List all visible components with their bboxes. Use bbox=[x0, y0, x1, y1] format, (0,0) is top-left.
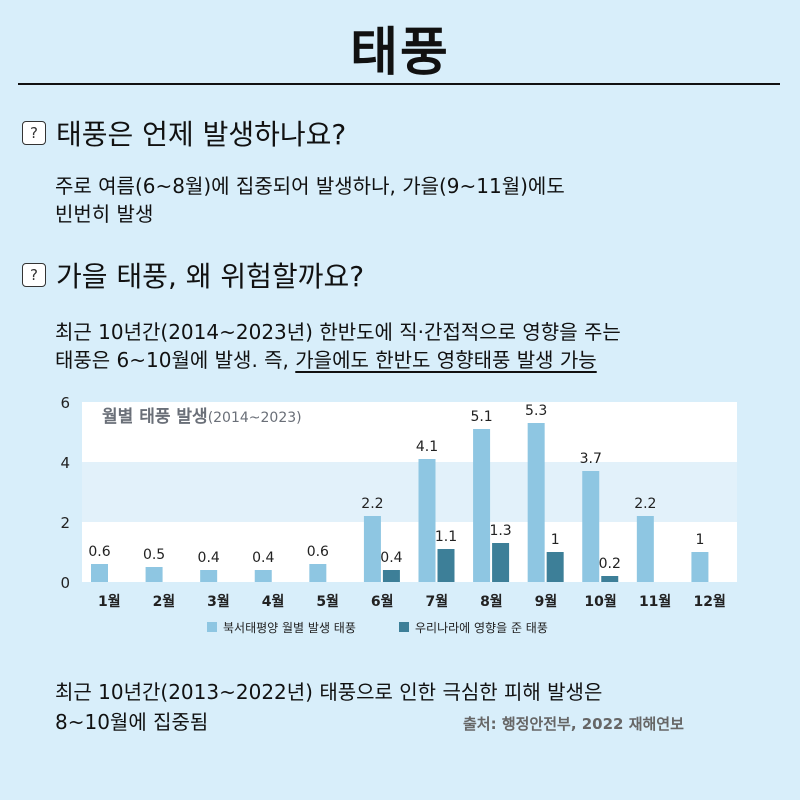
x-tick-label: 6월 bbox=[371, 593, 394, 610]
bar-northwest-pacific bbox=[91, 564, 108, 582]
chart-title-period: (2014~2023) bbox=[208, 410, 302, 426]
footer-text: 최근 10년간(2013~2022년) 태풍으로 인한 극심한 피해 발생은 8… bbox=[55, 677, 602, 737]
bar-value-label: 2.2 bbox=[634, 496, 656, 512]
bar-northwest-pacific bbox=[691, 552, 709, 582]
page-title: 태풍 bbox=[350, 23, 450, 83]
x-tick-label: 8월 bbox=[480, 593, 503, 610]
x-tick-label: 5월 bbox=[316, 593, 339, 610]
bar-value-label: 0.5 bbox=[143, 547, 165, 563]
grid-band bbox=[82, 402, 737, 462]
bar-value-label: 3.7 bbox=[580, 451, 602, 467]
bar-korea-affected bbox=[437, 549, 455, 582]
y-tick-label: 4 bbox=[60, 454, 70, 472]
bar-value-label: 0.4 bbox=[252, 550, 274, 566]
bar-value-label: 0.6 bbox=[307, 544, 329, 560]
answer-1-line-2: 빈번히 발생 bbox=[55, 202, 154, 226]
question-2-heading: ? 가을 태풍, 왜 위험할까요? bbox=[22, 255, 364, 295]
footer-line-1: 최근 10년간(2013~2022년) 태풍으로 인한 극심한 피해 발생은 bbox=[55, 680, 603, 704]
title-divider bbox=[18, 83, 780, 85]
answer-2-line-2-plain: 태풍은 6~10월에 발생. 즉, bbox=[55, 348, 296, 372]
question-1-text: 태풍은 언제 발생하나요? bbox=[56, 118, 347, 151]
x-tick-label: 3월 bbox=[207, 593, 230, 610]
x-tick-label: 12월 bbox=[694, 593, 726, 610]
bar-korea-affected bbox=[382, 570, 400, 582]
bar-value-label: 1 bbox=[695, 532, 704, 548]
bar-value-label: 4.1 bbox=[416, 439, 438, 455]
grid-band bbox=[82, 522, 737, 582]
bar-value-label: 0.2 bbox=[599, 556, 621, 572]
bar-northwest-pacific bbox=[309, 564, 327, 582]
question-2-text: 가을 태풍, 왜 위험할까요? bbox=[56, 260, 365, 293]
y-tick-label: 0 bbox=[60, 574, 70, 592]
bar-value-label: 5.3 bbox=[525, 403, 547, 419]
y-tick-label: 6 bbox=[60, 395, 70, 412]
legend-swatch bbox=[399, 622, 409, 632]
footer-line-2: 8~10월에 집중됨 bbox=[55, 710, 209, 734]
bar-value-label: 1 bbox=[551, 532, 560, 548]
bar-korea-affected bbox=[546, 552, 564, 582]
legend-label: 우리나라에 영향을 준 태풍 bbox=[415, 621, 548, 635]
chart-title: 월별 태풍 발생(2014~2023) bbox=[102, 407, 302, 427]
bar-korea-affected bbox=[601, 576, 619, 582]
bar-northwest-pacific bbox=[418, 459, 436, 582]
bar-northwest-pacific bbox=[200, 570, 218, 582]
x-tick-label: 7월 bbox=[425, 593, 448, 610]
bar-northwest-pacific bbox=[636, 516, 654, 582]
bar-value-label: 0.4 bbox=[198, 550, 220, 566]
answer-2: 최근 10년간(2014~2023년) 한반도에 직·간접적으로 영향을 주는 … bbox=[55, 318, 621, 374]
y-tick-label: 2 bbox=[60, 514, 70, 532]
answer-1-line-1: 주로 여름(6~8월)에 집중되어 발생하나, 가을(9~11월)에도 bbox=[55, 174, 565, 198]
bar-northwest-pacific bbox=[582, 471, 600, 582]
typhoon-chart: 0 2 4 6 월별 태풍 발생(2014~2023) 0.6 1월 0.5 2월 0.4 3월 0.… bbox=[0, 394, 800, 655]
bar-value-label: 5.1 bbox=[470, 409, 492, 425]
x-tick-label: 4월 bbox=[262, 593, 285, 610]
bar-northwest-pacific bbox=[254, 570, 272, 582]
answer-2-line-2: 태풍은 6~10월에 발생. 즉, 가을에도 한반도 영향태풍 발생 가능 bbox=[55, 346, 621, 374]
question-box-icon: ? bbox=[22, 263, 46, 287]
bar-northwest-pacific bbox=[145, 567, 163, 582]
question-1-heading: ? 태풍은 언제 발생하나요? bbox=[22, 113, 346, 153]
x-tick-label: 1월 bbox=[98, 593, 121, 610]
bar-value-label: 0.6 bbox=[88, 544, 110, 560]
x-tick-label: 10월 bbox=[584, 593, 616, 610]
bar-northwest-pacific bbox=[473, 429, 491, 582]
answer-2-highlight: 가을에도 한반도 영향태풍 발생 가능 bbox=[295, 348, 597, 372]
grid-band bbox=[82, 462, 737, 522]
x-tick-label: 11월 bbox=[639, 593, 671, 610]
bar-northwest-pacific bbox=[363, 516, 381, 582]
x-tick-label: 9월 bbox=[535, 593, 558, 610]
question-box-icon: ? bbox=[22, 121, 46, 145]
legend-swatch bbox=[207, 622, 217, 632]
bar-northwest-pacific bbox=[527, 423, 545, 582]
typhoon-bar-chart: 0 2 4 6 월별 태풍 발생(2014~2023) 0.6 1월 0.5 2월 0.4 3월 0.… bbox=[60, 394, 737, 635]
bar-value-label: 0.4 bbox=[380, 550, 402, 566]
answer-2-line-1: 최근 10년간(2014~2023년) 한반도에 직·간접적으로 영향을 주는 bbox=[55, 320, 621, 344]
answer-1: 주로 여름(6~8월)에 집중되어 발생하나, 가을(9~11월)에도 빈번히 … bbox=[55, 172, 565, 228]
bar-value-label: 1.3 bbox=[489, 523, 511, 539]
bar-value-label: 2.2 bbox=[361, 496, 383, 512]
legend-label: 북서태평양 월별 발생 태풍 bbox=[223, 621, 356, 635]
bar-korea-affected bbox=[492, 543, 510, 582]
x-tick-label: 2월 bbox=[153, 593, 176, 610]
source-note: 출처: 행정안전부, 2022 재해연보 bbox=[463, 715, 684, 733]
bar-value-label: 1.1 bbox=[435, 529, 457, 545]
